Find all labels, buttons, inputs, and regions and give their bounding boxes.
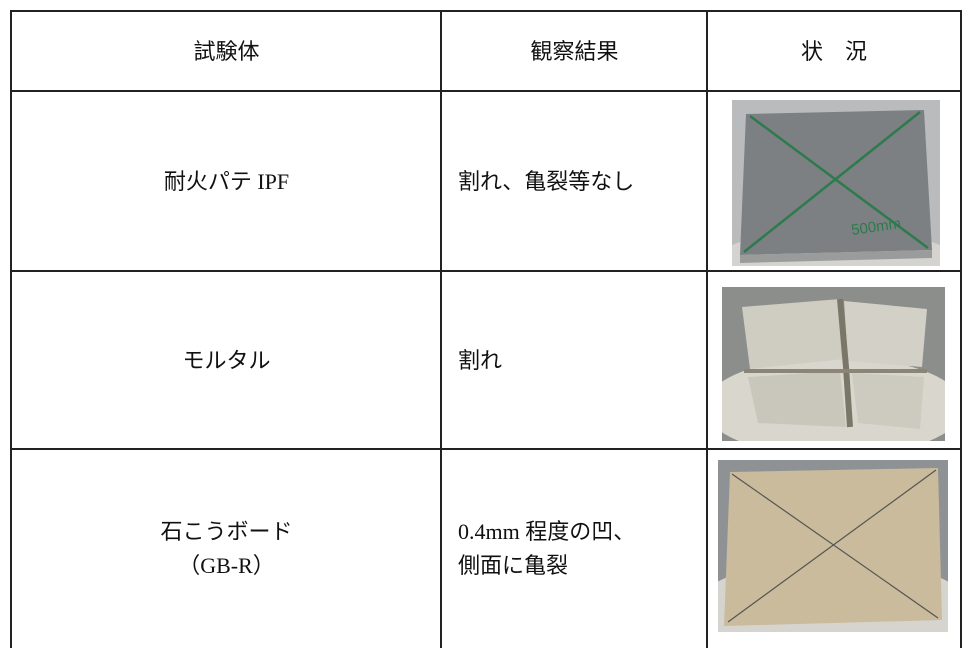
result-cell: 割れ: [440, 270, 707, 449]
specimen-text: モルタル: [182, 347, 271, 373]
header-text: 観察結果: [530, 38, 619, 64]
photo-label: 500mm: [850, 215, 902, 239]
header-cell: 状 況: [706, 10, 962, 91]
photo: [718, 460, 948, 632]
specimen-cell: 石こうボード （GB-R）: [10, 448, 441, 648]
specimen-text: （GB-R）: [178, 553, 275, 578]
header-cell: 観察結果: [440, 10, 707, 91]
result-cell: 0.4mm 程度の凹、 側面に亀裂: [440, 448, 707, 648]
result-text: 割れ、亀裂等なし: [458, 168, 635, 194]
result-text: 割れ: [458, 347, 503, 373]
header-cell: 試験体: [10, 10, 441, 91]
photo-cell: [706, 448, 962, 648]
photo: [722, 287, 945, 441]
header-text: 状 況: [800, 38, 867, 64]
photo-cell: [706, 90, 962, 271]
specimen-text: 石こうボード: [160, 519, 293, 544]
specimen-cell: モルタル: [10, 270, 441, 449]
result-cell: 割れ、亀裂等なし: [440, 90, 707, 271]
specimen-cell: 耐火パテ IPF: [10, 90, 441, 271]
photo: 500mm: [732, 100, 940, 266]
specimen-text: 耐火パテ IPF: [163, 168, 290, 194]
result-text: 側面に亀裂: [458, 553, 569, 578]
result-text: 0.4mm 程度の凹、: [458, 519, 636, 544]
photo-cell: [706, 270, 962, 449]
header-text: 試験体: [193, 38, 260, 64]
